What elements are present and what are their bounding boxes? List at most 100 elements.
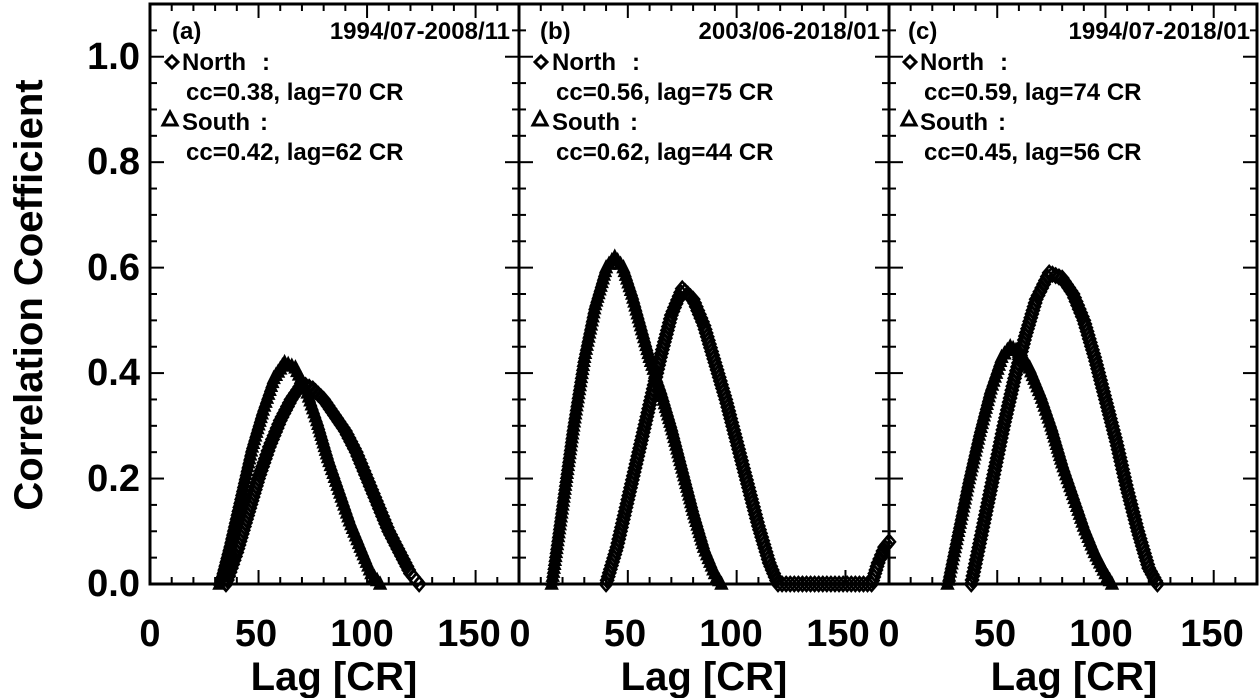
plot-layer [148, 2, 1259, 593]
north-data-point [367, 488, 383, 507]
x-tick-label: 150 [437, 613, 500, 655]
panel-c-annotations: (c) 1994/07-2018/01 North : cc=0.59, lag… [908, 18, 1250, 166]
x-tick-label: 150 [1180, 613, 1243, 655]
north-data-point [693, 309, 709, 328]
x-axis-title-panel-c: Lag [CR] [991, 655, 1158, 698]
north-data-point [365, 484, 381, 503]
y-tick-label: 0.0 [87, 563, 140, 605]
x-tick-label: 0 [139, 613, 160, 655]
north-data-point [685, 290, 701, 309]
south-legend-triangle-icon [899, 108, 919, 127]
north-data-point [357, 465, 374, 484]
x-tick-label: 50 [604, 613, 646, 655]
north-data-point [1066, 288, 1083, 307]
south-data-point [372, 575, 388, 590]
north-data-point [687, 294, 703, 312]
panel-b-annotations: (b) 2003/06-2018/01 North : cc=0.56, lag… [540, 18, 880, 166]
north-data-point [688, 297, 704, 316]
panel-label: (c) [908, 18, 937, 45]
panel-period: 1994/07-2018/01 [1069, 18, 1251, 45]
north-data-point [348, 443, 364, 462]
north-stats: cc=0.56, lag=75 CR [556, 79, 773, 106]
north-data-point [376, 511, 392, 529]
north-data-point [362, 477, 378, 495]
north-data-point [356, 462, 372, 480]
north-legend-colon: : [632, 49, 640, 76]
x-tick-label: 0 [878, 613, 899, 655]
north-data-point [371, 499, 388, 518]
south-stats: cc=0.42, lag=62 CR [186, 139, 403, 166]
north-data-point [378, 514, 394, 533]
x-tick-labels-panel-b: 0 50 100 150 [509, 613, 869, 655]
south-legend-label: South [552, 109, 620, 136]
north-data-point [354, 458, 371, 477]
south-legend-triangle-icon [160, 108, 180, 127]
north-data-point [359, 469, 375, 488]
x-tick-labels-panel-a: 0 50 100 150 [139, 613, 500, 655]
south-legend-triangle-icon [530, 108, 550, 127]
panel-period: 1994/07-2008/11 [330, 18, 510, 45]
north-data-point [1069, 296, 1086, 315]
legend-symbols [160, 53, 919, 127]
x-tick-label: 150 [806, 613, 869, 655]
north-data-point [350, 447, 366, 465]
north-legend-label: North [552, 49, 616, 76]
south-legend-label: South [182, 109, 250, 136]
x-tick-label: 50 [974, 613, 1016, 655]
north-legend-diamond-icon [163, 53, 181, 71]
panel-label: (b) [540, 18, 571, 45]
y-tick-label: 0.6 [87, 247, 140, 289]
y-tick-label: 0.8 [87, 141, 140, 183]
north-data-point [373, 503, 389, 522]
south-stats: cc=0.45, lag=56 CR [924, 139, 1141, 166]
panel-label: (a) [172, 18, 201, 45]
north-data-point [364, 480, 380, 499]
x-tick-label: 100 [1069, 613, 1132, 655]
south-legend-colon: : [998, 109, 1006, 136]
y-axis-title: Correlation Coefficient [7, 79, 51, 510]
north-legend-diamond-icon [532, 53, 550, 71]
north-legend-label: North [920, 49, 984, 76]
south-data-point [1104, 575, 1120, 590]
north-data-point [351, 450, 367, 469]
north-data-point [1149, 575, 1166, 593]
north-data-point [1068, 292, 1084, 311]
x-tick-label: 0 [509, 613, 530, 655]
x-tick-label: 100 [330, 613, 393, 655]
north-stats: cc=0.38, lag=70 CR [186, 79, 403, 106]
north-data-point [374, 507, 391, 526]
north-data-point [1065, 285, 1081, 303]
north-data-point [691, 305, 707, 324]
north-data-point [1071, 300, 1087, 318]
north-data-point [379, 518, 395, 537]
x-tick-label: 100 [699, 613, 762, 655]
y-tick-labels: 0.0 0.2 0.4 0.6 0.8 1.0 [87, 36, 140, 605]
north-legend-colon: : [262, 49, 270, 76]
north-data-point [1073, 303, 1089, 322]
x-tick-label: 50 [235, 613, 277, 655]
north-data-point [690, 301, 706, 320]
north-data-point [368, 492, 385, 511]
north-legend-colon: : [1000, 49, 1008, 76]
north-legend-diamond-icon [901, 53, 919, 71]
x-axis-title-panel-b: Lag [CR] [621, 655, 788, 698]
south-data-point [714, 575, 729, 590]
y-tick-label: 0.2 [87, 458, 140, 500]
x-axis-title-panel-a: Lag [CR] [251, 655, 418, 698]
south-legend-colon: : [630, 109, 638, 136]
north-stats: cc=0.59, lag=74 CR [924, 79, 1141, 106]
south-legend-label: South [920, 109, 988, 136]
y-tick-label: 0.4 [87, 352, 140, 394]
south-stats: cc=0.62, lag=44 CR [556, 139, 773, 166]
y-tick-label: 1.0 [87, 36, 140, 78]
south-legend-colon: : [260, 109, 268, 136]
north-data-point [370, 495, 386, 514]
north-data-point [411, 575, 427, 593]
x-tick-labels-panel-c: 0 50 100 150 [878, 613, 1243, 655]
north-data-point [360, 473, 377, 492]
north-legend-label: North [182, 49, 246, 76]
panel-period: 2003/06-2018/01 [699, 18, 881, 45]
panel-a-annotations: (a) 1994/07-2008/11 North : cc=0.38, lag… [172, 18, 510, 166]
